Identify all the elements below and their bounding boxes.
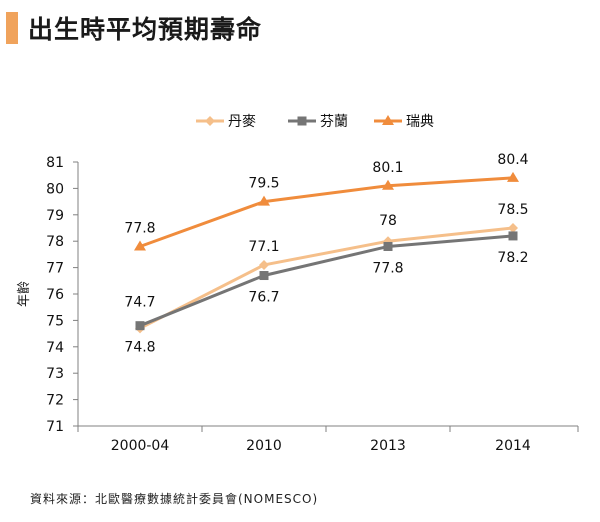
y-tick-label: 73	[46, 366, 64, 382]
data-label-sweden: 80.1	[372, 160, 403, 176]
data-label-finland: 78.2	[497, 250, 528, 266]
data-point-sweden	[507, 171, 519, 182]
x-tick-label: 2013	[370, 438, 406, 454]
y-tick-label: 78	[46, 234, 64, 250]
data-point-finland	[135, 321, 145, 331]
legend-label-denmark: 丹麥	[228, 114, 256, 130]
data-label-sweden: 77.8	[124, 220, 155, 236]
data-point-finland	[259, 271, 269, 281]
legend-label-sweden: 瑞典	[406, 114, 434, 130]
data-label-denmark: 78	[379, 213, 397, 229]
data-label-finland: 74.8	[124, 340, 155, 356]
legend-marker-sweden	[382, 115, 394, 125]
data-point-sweden	[258, 195, 270, 206]
legend-marker-finland	[297, 116, 307, 126]
data-label-denmark: 78.5	[497, 202, 528, 218]
y-tick-label: 71	[46, 419, 64, 435]
series-line-sweden	[139, 176, 514, 248]
x-tick-label: 2014	[495, 438, 531, 454]
y-tick-label: 76	[46, 287, 64, 303]
data-label-finland: 77.8	[372, 260, 403, 276]
y-tick-label: 75	[46, 313, 64, 329]
data-point-sweden	[134, 240, 146, 251]
y-tick-label: 77	[46, 261, 64, 277]
data-label-sweden: 80.4	[497, 152, 528, 168]
data-label-finland: 76.7	[248, 290, 279, 306]
data-point-sweden	[382, 179, 394, 190]
y-tick-label: 80	[46, 181, 64, 197]
data-point-finland	[383, 241, 393, 251]
data-point-denmark	[508, 223, 518, 233]
data-label-denmark: 74.7	[124, 294, 155, 310]
y-tick-label: 72	[46, 393, 64, 409]
x-tick-label: 2000-04	[111, 438, 170, 454]
series-line-denmark	[139, 226, 514, 330]
y-tick-label: 79	[46, 208, 64, 224]
y-axis-label: 年齡	[17, 281, 32, 307]
source-note: 資料來源：北歐醫療數據統計委員會(NOMESCO)	[30, 492, 319, 506]
legend-marker-denmark	[205, 116, 215, 126]
data-label-sweden: 79.5	[248, 176, 279, 192]
x-tick-label: 2010	[246, 438, 282, 454]
series-line-finland	[139, 234, 514, 328]
y-tick-label: 81	[46, 155, 64, 171]
page-title: 出生時平均預期壽命	[28, 15, 263, 44]
data-point-denmark	[259, 259, 269, 270]
y-tick-label: 74	[46, 340, 64, 356]
data-point-finland	[508, 231, 518, 241]
title-accent-bar	[6, 12, 18, 44]
legend-label-finland: 芬蘭	[320, 114, 348, 130]
data-label-denmark: 77.1	[248, 239, 279, 255]
